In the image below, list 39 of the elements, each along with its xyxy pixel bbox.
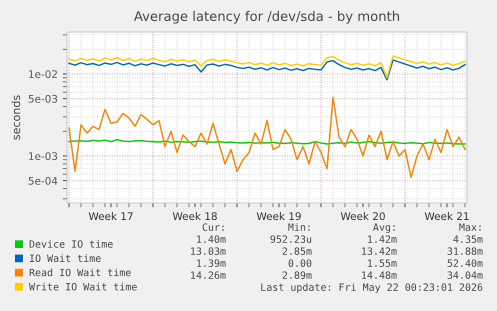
y-axis-title: seconds xyxy=(12,95,20,140)
text: Last update: Fri May 22 00:23:01 2026 xyxy=(261,283,482,293)
y-tick-label: 5e-04 xyxy=(28,176,58,185)
x-tick-label: Week 20 xyxy=(340,212,385,220)
text: 14.48m xyxy=(362,271,397,279)
legend-label: Device IO time xyxy=(30,240,113,248)
text: 1.55m xyxy=(368,259,397,267)
x-tick-label: Week 21 xyxy=(424,212,469,220)
line-series xyxy=(68,59,466,80)
y-tick-label: 1e-02 xyxy=(29,70,57,78)
text: 1.40m xyxy=(197,235,226,243)
text: 13.03m xyxy=(191,247,226,255)
text: 2.89m xyxy=(282,271,312,279)
text: 31.88m xyxy=(448,247,483,255)
text: 2.85m xyxy=(282,247,312,255)
text: Cur: xyxy=(202,223,224,231)
text: 4.35m xyxy=(453,235,483,243)
x-tick-label: Week 19 xyxy=(256,212,301,220)
x-tick-label: Week 18 xyxy=(172,212,217,220)
text: Avg: xyxy=(373,223,395,233)
x-tick-label: Week 17 xyxy=(88,212,133,220)
text: Max: xyxy=(459,223,481,231)
line-series xyxy=(68,55,466,78)
y-tick-label: 5e-03 xyxy=(28,94,58,103)
line-series xyxy=(68,96,466,178)
legend-label: IO Wait time xyxy=(30,254,101,262)
text: 13.42m xyxy=(362,247,397,255)
text: Min: xyxy=(288,223,310,231)
legend-label: Write IO Wait time xyxy=(29,282,137,290)
text: 34.04m xyxy=(448,271,483,279)
legend-label: Read IO Wait time xyxy=(30,268,131,276)
text: 14.26m xyxy=(191,271,226,279)
text: 952.23u xyxy=(270,235,312,243)
text: 1.39m xyxy=(197,259,226,267)
text: 1.42m xyxy=(368,235,397,243)
text: 52.40m xyxy=(448,259,483,267)
y-tick-label: 1e-03 xyxy=(29,152,58,160)
text: 0.00 xyxy=(288,259,312,267)
chart-title: Average latency for /dev/sda - by month xyxy=(134,10,400,24)
